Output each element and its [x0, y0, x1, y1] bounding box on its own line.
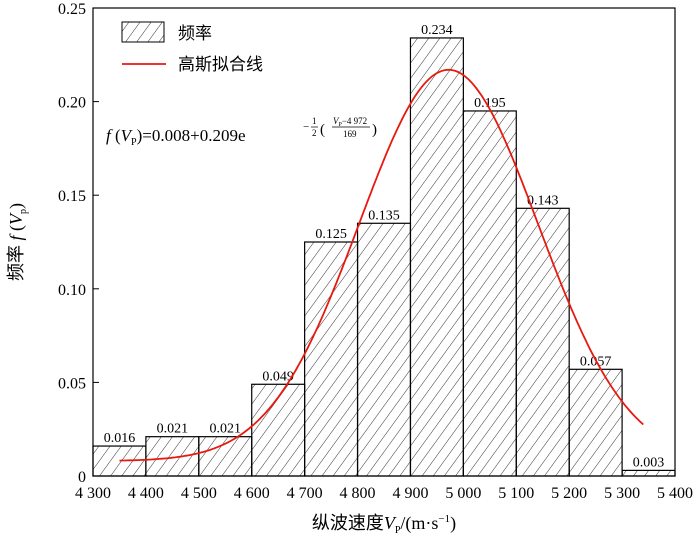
x-tick-label: 4 700 — [287, 485, 323, 502]
y-tick-label: 0 — [78, 469, 86, 486]
bars-group — [92, 37, 676, 477]
y-tick-label: 0.10 — [58, 282, 86, 299]
y-tick-label: 0.25 — [58, 1, 86, 18]
x-axis-title: 纵波速度VP/(m·s−1) — [312, 513, 456, 536]
x-tick-label: 4 800 — [340, 485, 376, 502]
histogram-bar — [462, 110, 517, 477]
bar-value-label: 0.021 — [157, 422, 189, 437]
equation-lhs: f (VP)=0.008+0.209e — [106, 126, 246, 148]
bar-value-label: 0.143 — [527, 193, 559, 208]
x-tick-label: 4 500 — [181, 485, 217, 502]
bar-labels-group: 0.016 0.021 0.021 0.049 0.125 0.135 0.234 0.195… — [104, 23, 665, 470]
histogram-bar — [409, 37, 464, 477]
y-tick-label: 0.05 — [58, 375, 86, 392]
fit-equation: f (VP)=0.008+0.209e − 1 2 ( VP−4 972 169… — [106, 116, 377, 148]
histogram-bar — [568, 368, 623, 477]
equation-frac-den: 169 — [343, 129, 357, 139]
legend-label-fit-line: 高斯拟合线 — [178, 55, 263, 74]
bar-value-label: 0.195 — [474, 96, 506, 111]
y-axis-title: 频率 f (Vp) — [6, 203, 29, 281]
equation-half-num: 1 — [312, 116, 317, 126]
gaussian-fit-curve — [119, 68, 644, 462]
bar-value-label: 0.135 — [368, 208, 400, 223]
x-tick-label: 4 600 — [234, 485, 270, 502]
x-tick-label: 5 000 — [445, 485, 481, 502]
y-tick-label: 0.20 — [58, 95, 86, 112]
histogram-bar — [251, 383, 306, 477]
equation-half-den: 2 — [312, 128, 317, 138]
equation-exp-sign: − — [303, 121, 309, 133]
equation-frac-num: VP−4 972 — [333, 116, 367, 128]
x-tick-label: 5 400 — [657, 485, 693, 502]
bar-value-label: 0.049 — [262, 369, 294, 384]
y-tick-label: 0.15 — [58, 188, 86, 205]
x-tick-label: 5 200 — [551, 485, 587, 502]
histogram-bar — [145, 436, 200, 477]
bar-value-label: 0.021 — [210, 422, 242, 437]
bar-value-label: 0.234 — [421, 23, 453, 38]
plot-frame — [92, 7, 676, 477]
legend-label-frequency: 频率 — [178, 24, 212, 43]
histogram-bar — [304, 241, 359, 477]
x-tick-label: 4 300 — [75, 485, 111, 502]
x-tick-label: 5 300 — [604, 485, 640, 502]
histogram-bar — [198, 436, 253, 477]
equation-paren-open: ( — [320, 122, 325, 138]
x-axis: 4 300 4 400 4 500 4 600 4 700 4 800 4 900 5 000… — [75, 470, 693, 502]
histogram-bar — [92, 445, 147, 477]
x-tick-label: 4 400 — [128, 485, 164, 502]
x-tick-label: 5 100 — [498, 485, 534, 502]
legend-swatch-frequency — [121, 21, 165, 43]
bar-value-label: 0.016 — [104, 431, 136, 446]
histogram-bar — [621, 469, 676, 477]
histogram-bar — [515, 207, 570, 477]
legend: 频率 高斯拟合线 — [121, 21, 263, 74]
equation-paren-close: ) — [372, 122, 377, 138]
bar-value-label: 0.125 — [315, 227, 347, 242]
histogram-bar — [356, 222, 412, 477]
bar-value-label: 0.003 — [633, 455, 665, 470]
x-tick-label: 4 900 — [392, 485, 428, 502]
y-axis: 0 0.05 0.10 0.15 0.20 0.25 — [58, 1, 99, 486]
